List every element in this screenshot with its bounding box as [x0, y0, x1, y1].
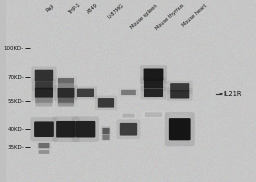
FancyBboxPatch shape — [170, 90, 189, 98]
FancyBboxPatch shape — [77, 89, 94, 97]
FancyBboxPatch shape — [144, 80, 163, 88]
FancyBboxPatch shape — [32, 79, 56, 91]
FancyBboxPatch shape — [121, 90, 136, 95]
FancyBboxPatch shape — [95, 95, 117, 110]
FancyBboxPatch shape — [141, 86, 166, 99]
Text: A549: A549 — [87, 3, 100, 15]
FancyBboxPatch shape — [58, 103, 74, 106]
FancyBboxPatch shape — [39, 150, 49, 154]
FancyBboxPatch shape — [172, 114, 188, 119]
FancyBboxPatch shape — [170, 83, 189, 92]
FancyBboxPatch shape — [58, 88, 74, 98]
FancyBboxPatch shape — [76, 121, 95, 137]
FancyBboxPatch shape — [36, 103, 52, 106]
FancyBboxPatch shape — [35, 98, 53, 104]
FancyBboxPatch shape — [32, 96, 56, 105]
FancyBboxPatch shape — [102, 128, 110, 134]
FancyBboxPatch shape — [120, 123, 137, 136]
FancyBboxPatch shape — [169, 113, 190, 120]
Text: U-87MG: U-87MG — [107, 3, 125, 20]
FancyBboxPatch shape — [116, 119, 141, 139]
FancyBboxPatch shape — [35, 81, 53, 89]
FancyBboxPatch shape — [101, 126, 111, 136]
Text: 55KD-: 55KD- — [7, 98, 24, 104]
FancyBboxPatch shape — [121, 113, 136, 118]
Text: Mouse thymus: Mouse thymus — [155, 3, 185, 31]
Text: THP-1: THP-1 — [67, 3, 81, 16]
Text: 40KD-: 40KD- — [7, 127, 24, 132]
FancyBboxPatch shape — [72, 116, 99, 142]
FancyBboxPatch shape — [55, 76, 77, 86]
Text: Mouse heart: Mouse heart — [181, 3, 208, 27]
FancyBboxPatch shape — [98, 98, 114, 108]
FancyBboxPatch shape — [141, 77, 166, 91]
FancyBboxPatch shape — [145, 112, 162, 117]
FancyBboxPatch shape — [165, 112, 195, 146]
FancyBboxPatch shape — [35, 70, 53, 81]
Text: IL21R: IL21R — [223, 91, 241, 97]
FancyBboxPatch shape — [31, 67, 57, 84]
Text: Mouse spleen: Mouse spleen — [130, 3, 159, 29]
FancyBboxPatch shape — [55, 82, 77, 89]
FancyBboxPatch shape — [56, 102, 76, 108]
FancyBboxPatch shape — [119, 88, 138, 96]
FancyBboxPatch shape — [37, 149, 51, 155]
FancyBboxPatch shape — [58, 78, 74, 84]
FancyBboxPatch shape — [58, 98, 74, 104]
FancyBboxPatch shape — [169, 118, 191, 140]
FancyBboxPatch shape — [167, 88, 193, 101]
FancyBboxPatch shape — [58, 83, 74, 88]
FancyBboxPatch shape — [34, 121, 54, 137]
FancyBboxPatch shape — [144, 68, 163, 81]
FancyBboxPatch shape — [101, 133, 111, 142]
FancyBboxPatch shape — [167, 81, 193, 94]
Text: 100KD-: 100KD- — [4, 46, 24, 51]
FancyBboxPatch shape — [140, 65, 167, 84]
FancyBboxPatch shape — [33, 102, 55, 108]
Text: 35KD-: 35KD- — [7, 145, 24, 150]
FancyBboxPatch shape — [55, 85, 78, 101]
FancyBboxPatch shape — [38, 143, 49, 148]
FancyBboxPatch shape — [144, 89, 163, 97]
FancyBboxPatch shape — [52, 116, 80, 142]
Text: 70KD-: 70KD- — [7, 75, 24, 80]
FancyBboxPatch shape — [142, 111, 165, 118]
FancyBboxPatch shape — [56, 121, 76, 137]
FancyBboxPatch shape — [30, 117, 58, 141]
FancyBboxPatch shape — [123, 114, 134, 117]
FancyBboxPatch shape — [74, 86, 97, 99]
FancyBboxPatch shape — [55, 96, 77, 106]
FancyBboxPatch shape — [35, 88, 53, 98]
FancyBboxPatch shape — [102, 135, 110, 140]
FancyBboxPatch shape — [31, 85, 56, 101]
Text: Raji: Raji — [45, 3, 56, 13]
FancyBboxPatch shape — [37, 142, 51, 150]
